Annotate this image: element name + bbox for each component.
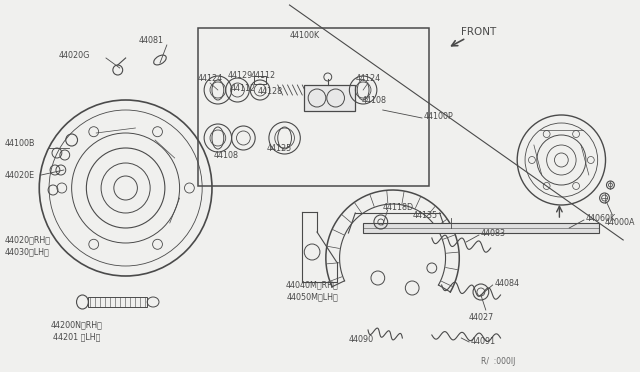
Text: 44020G: 44020G xyxy=(59,51,90,60)
Text: 44083: 44083 xyxy=(481,228,506,237)
Text: 44100P: 44100P xyxy=(424,112,454,121)
Bar xyxy=(363,223,598,233)
Text: 44027: 44027 xyxy=(469,314,494,323)
Text: 44124: 44124 xyxy=(355,74,381,83)
Bar xyxy=(198,28,429,186)
Text: 44100B: 44100B xyxy=(5,138,35,148)
Text: 44040M〈RH〉: 44040M〈RH〉 xyxy=(285,280,339,289)
Text: 44128: 44128 xyxy=(257,87,282,96)
Text: 44201 〈LH〉: 44201 〈LH〉 xyxy=(53,333,100,341)
Bar xyxy=(304,85,355,111)
Text: 44108: 44108 xyxy=(361,96,386,105)
Text: 44200N〈RH〉: 44200N〈RH〉 xyxy=(51,321,102,330)
Text: 44091: 44091 xyxy=(471,337,496,346)
Text: 44020〈RH〉: 44020〈RH〉 xyxy=(5,235,51,244)
Text: 44000A: 44000A xyxy=(605,218,635,227)
Text: 44050M〈LH〉: 44050M〈LH〉 xyxy=(286,292,338,301)
Text: 44030〈LH〉: 44030〈LH〉 xyxy=(5,247,50,257)
Text: 44100K: 44100K xyxy=(289,31,319,39)
Text: 44125: 44125 xyxy=(267,144,292,153)
Bar xyxy=(254,76,266,84)
Bar xyxy=(88,297,147,307)
Text: 44081: 44081 xyxy=(139,35,164,45)
Text: 44090: 44090 xyxy=(349,336,374,344)
Text: 44112: 44112 xyxy=(230,83,256,93)
Text: 44112: 44112 xyxy=(250,71,276,80)
Text: 44129: 44129 xyxy=(228,71,253,80)
Text: 44124: 44124 xyxy=(198,74,223,83)
Text: 44135: 44135 xyxy=(412,211,437,219)
Text: 44084: 44084 xyxy=(495,279,520,288)
Text: 44108: 44108 xyxy=(214,151,239,160)
Text: FRONT: FRONT xyxy=(461,27,497,37)
Text: 44118D: 44118D xyxy=(383,202,414,212)
Text: 44020E: 44020E xyxy=(5,170,35,180)
Text: 44060K: 44060K xyxy=(586,214,616,222)
Text: R/  :000IJ: R/ :000IJ xyxy=(481,357,515,366)
